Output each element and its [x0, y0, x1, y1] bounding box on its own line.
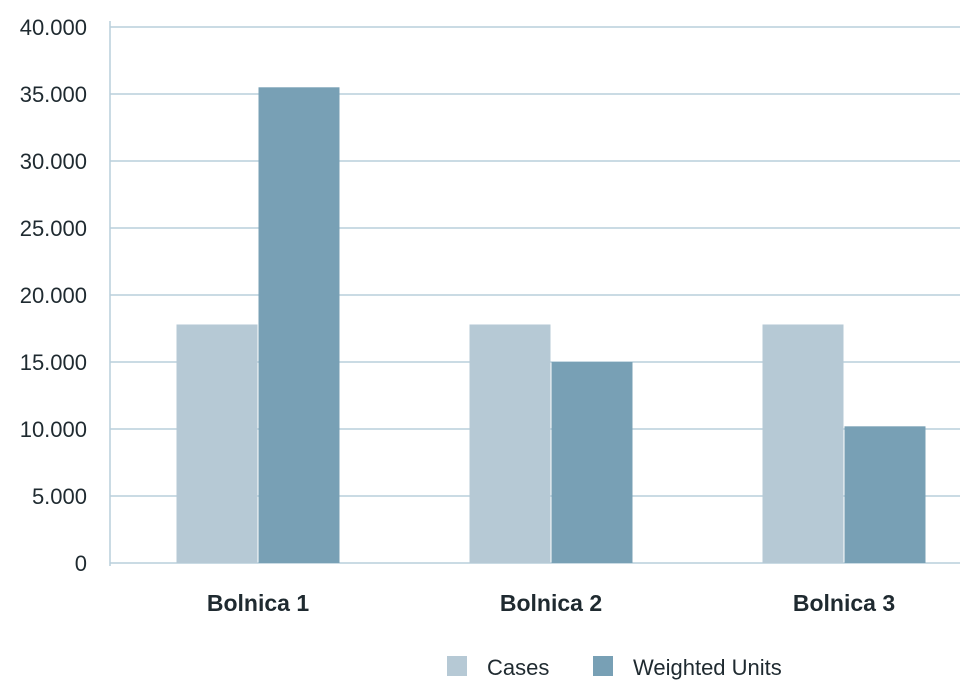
- y-tick-label: 25.000: [20, 216, 87, 241]
- bar-cases-3: [762, 324, 844, 563]
- bar-weighted-units-2: [551, 362, 633, 563]
- y-tick-label: 15.000: [20, 350, 87, 375]
- legend: Cases Weighted Units: [447, 655, 782, 680]
- y-tick-label: 0: [75, 551, 87, 576]
- legend-swatch-cases: [447, 656, 467, 676]
- y-tick-labels: 0 5.000 10.000 15.000 20.000 25.000 30.000 35.0…: [20, 15, 87, 576]
- legend-label: Weighted Units: [633, 655, 782, 680]
- y-tick-label: 5.000: [32, 484, 87, 509]
- bar-weighted-units-1: [258, 87, 340, 564]
- bar-cases-1: [176, 324, 258, 563]
- y-tick-label: 20.000: [20, 283, 87, 308]
- bar-weighted-units-3: [844, 426, 926, 563]
- y-tick-label: 40.000: [20, 15, 87, 40]
- category-labels: Bolnica 1 Bolnica 2 Bolnica 3: [207, 590, 895, 616]
- legend-label: Cases: [487, 655, 549, 680]
- bar-cases-2: [469, 324, 551, 563]
- legend-swatch-weighted-units: [593, 656, 613, 676]
- bars: [176, 87, 926, 564]
- y-tick-label: 10.000: [20, 417, 87, 442]
- category-label: Bolnica 1: [207, 590, 309, 616]
- category-label: Bolnica 3: [793, 590, 895, 616]
- category-label: Bolnica 2: [500, 590, 602, 616]
- y-tick-label: 35.000: [20, 82, 87, 107]
- y-tick-label: 30.000: [20, 149, 87, 174]
